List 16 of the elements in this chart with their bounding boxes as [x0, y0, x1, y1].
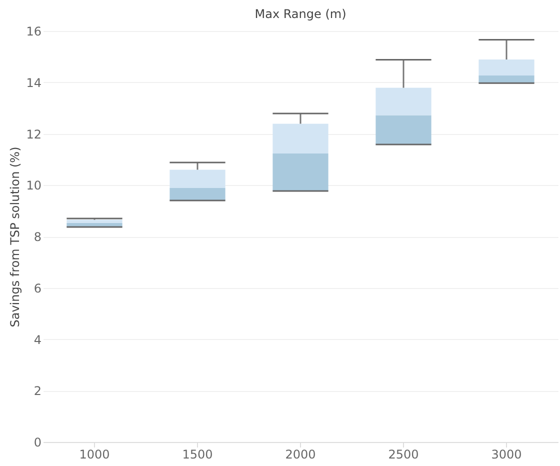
y-tick-label: 8: [34, 230, 42, 244]
y-axis-title: Savings from TSP solution (%): [8, 146, 22, 328]
y-tick-label: 6: [34, 281, 42, 296]
x-tick-label: 2500: [388, 448, 419, 462]
y-tick-label: 12: [26, 127, 42, 142]
x-tick-label: 1000: [79, 448, 110, 462]
y-tick-label: 16: [26, 24, 42, 38]
x-tick-label: 2000: [285, 448, 316, 462]
y-tick-label: 4: [34, 332, 42, 347]
y-tick-label: 2: [34, 384, 42, 398]
x-axis-title: Max Range (m): [254, 7, 346, 21]
x-tick-label: 3000: [491, 448, 522, 462]
y-tick-label: 10: [26, 178, 42, 193]
x-tick-label: 1500: [182, 448, 213, 462]
y-tick-label: 14: [26, 76, 42, 90]
y-tick-label: 0: [34, 436, 42, 450]
